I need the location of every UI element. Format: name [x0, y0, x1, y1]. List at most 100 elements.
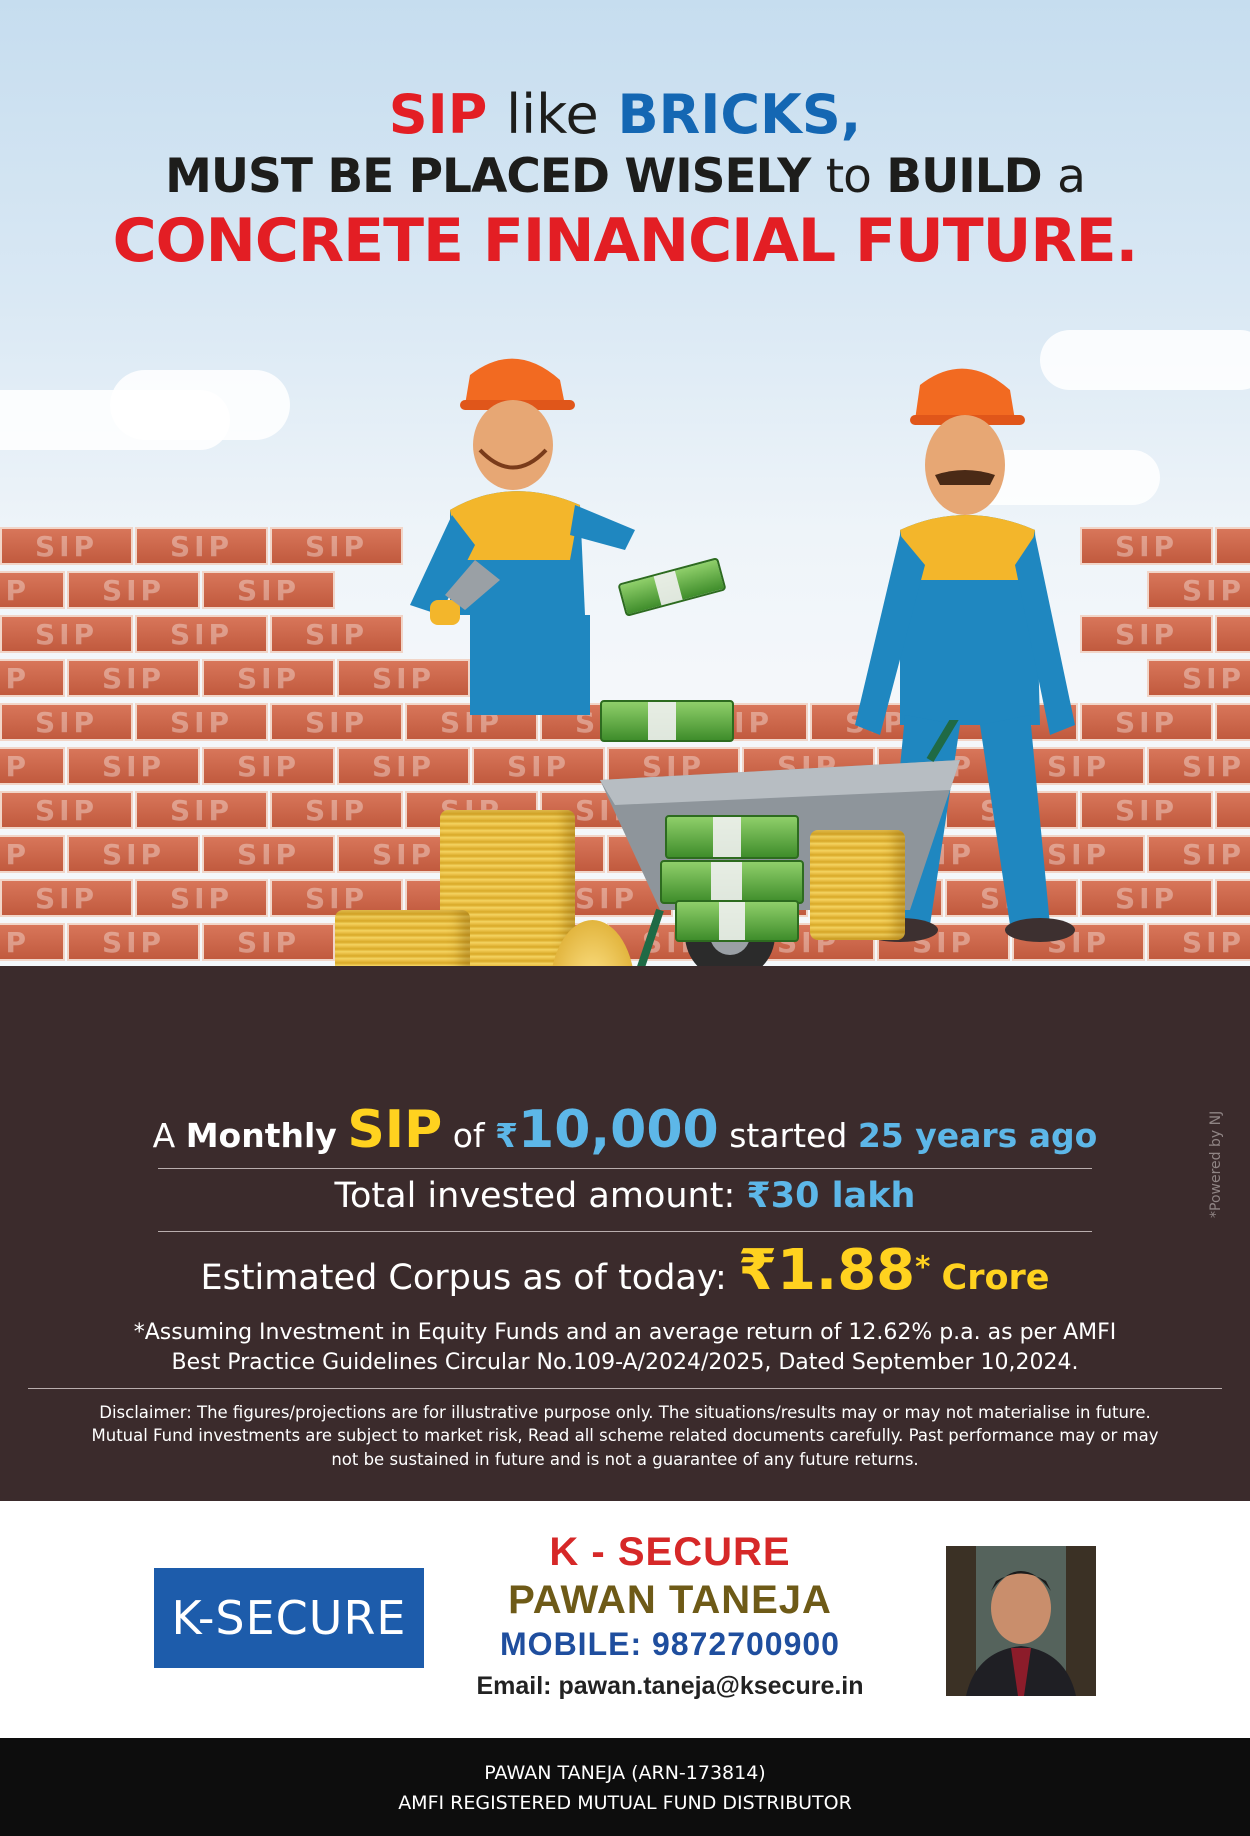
coin-stack	[335, 910, 470, 966]
footer-amfi: AMFI REGISTERED MUTUAL FUND DISTRIBUTOR	[398, 1792, 852, 1814]
stat-monthly: Monthly	[185, 1116, 337, 1155]
headline-like: like	[506, 83, 599, 146]
stat-amount: 10,000	[518, 1100, 719, 1160]
sip-brick: SIP	[0, 571, 65, 609]
email-address[interactable]: Email: pawan.taneja@ksecure.in	[476, 1672, 864, 1700]
sip-brick: SIP	[67, 571, 200, 609]
headline-bricks: BRICKS,	[617, 83, 862, 146]
sip-brick: SIP	[0, 659, 65, 697]
sip-brick: SIP	[135, 527, 268, 565]
sip-brick: SIP	[1215, 615, 1250, 653]
stat-rupee: ₹	[495, 1116, 519, 1155]
sip-brick: SIP	[67, 659, 200, 697]
sip-brick: SIP	[337, 659, 470, 697]
footnote: *Assuming Investment in Equity Funds and…	[0, 1318, 1250, 1377]
sip-brick: SIP	[202, 747, 335, 785]
worker-with-trowel	[410, 358, 635, 715]
sip-brick: SIP	[1215, 527, 1250, 565]
stat-total-value: ₹30 lakh	[746, 1176, 916, 1216]
stat-years: 25 years ago	[857, 1116, 1098, 1155]
k-secure-logo: K-SECURE	[154, 1568, 424, 1668]
cash-bundle	[600, 700, 734, 742]
cloud	[110, 370, 290, 440]
mobile-number[interactable]: MOBILE: 9872700900	[500, 1626, 840, 1662]
divider	[158, 1168, 1092, 1169]
stats-panel	[0, 966, 1250, 1501]
headline-sip: SIP	[388, 83, 488, 146]
sip-brick: SIP	[1147, 571, 1250, 609]
advisor-photo	[946, 1546, 1096, 1696]
stat-corpus-star: *	[915, 1249, 931, 1284]
headline-build: BUILD	[886, 148, 1042, 204]
stat-a: A	[152, 1116, 176, 1155]
sip-brick: SIP	[0, 879, 133, 917]
sip-brick: SIP	[202, 571, 335, 609]
disclaimer-line-1: Disclaimer: The figures/projections are …	[99, 1403, 1151, 1422]
sip-brick: SIP	[1080, 703, 1213, 741]
sip-brick: SIP	[1080, 615, 1213, 653]
footnote-line-1: *Assuming Investment in Equity Funds and…	[133, 1320, 1117, 1345]
sip-brick: SIP	[0, 747, 65, 785]
headline-must: MUST BE PLACED WISELY	[165, 148, 811, 204]
sip-brick: SIP	[67, 747, 200, 785]
disclaimer: Disclaimer: The figures/projections are …	[0, 1401, 1250, 1471]
sip-brick: SIP	[202, 659, 335, 697]
sip-brick: SIP	[0, 703, 133, 741]
sip-brick: SIP	[1215, 791, 1250, 829]
company-name: K - SECURE	[549, 1530, 791, 1574]
stat-sip: SIP	[347, 1100, 443, 1160]
headline-a: a	[1057, 148, 1086, 204]
sip-brick: SIP	[67, 923, 200, 961]
sip-brick: SIP	[337, 747, 470, 785]
stat-total-invested: Total invested amount: ₹30 lakh	[0, 1176, 1250, 1216]
sip-brick: SIP	[1080, 527, 1213, 565]
sip-brick: SIP	[270, 703, 403, 741]
divider	[158, 1231, 1092, 1232]
advisor-portrait	[946, 1546, 1096, 1696]
sip-brick: SIP	[0, 835, 65, 873]
sip-brick: SIP	[270, 615, 403, 653]
footer: PAWAN TANEJA (ARN-173814) AMFI REGISTERE…	[0, 1738, 1250, 1836]
sip-brick: SIP	[135, 615, 268, 653]
sip-brick: SIP	[135, 791, 268, 829]
headline: SIP like BRICKS, MUST BE PLACED WISELY t…	[0, 82, 1250, 278]
footer-arn: PAWAN TANEJA (ARN-173814)	[484, 1762, 766, 1784]
worker-with-wheelbarrow	[855, 368, 1075, 942]
stat-estimated-corpus: Estimated Corpus as of today: ₹1.88* Cro…	[0, 1238, 1250, 1303]
sip-brick: SIP	[0, 791, 133, 829]
sip-brick: SIP	[270, 527, 403, 565]
stat-total-label: Total invested amount:	[334, 1176, 736, 1216]
sip-brick: SIP	[0, 527, 133, 565]
headline-to: to	[825, 148, 872, 204]
headline-concrete: CONCRETE FINANCIAL FUTURE.	[112, 206, 1139, 277]
disclaimer-line-3: not be sustained in future and is not a …	[331, 1449, 919, 1469]
sip-brick: SIP	[0, 923, 65, 961]
sip-brick: SIP	[1215, 879, 1250, 917]
powered-by: *Powered by NJ	[1208, 1110, 1224, 1218]
stat-started: started	[729, 1116, 848, 1155]
sip-brick: SIP	[1147, 659, 1250, 697]
divider	[28, 1388, 1222, 1389]
cloud	[1040, 330, 1250, 390]
cash-bundle	[675, 900, 799, 942]
sip-brick: SIP	[202, 835, 335, 873]
cash-bundle	[665, 815, 799, 859]
sip-brick: SIP	[0, 615, 133, 653]
sip-brick: SIP	[1215, 703, 1250, 741]
coin-stack	[810, 830, 905, 940]
sip-brick: SIP	[202, 923, 335, 961]
stat-monthly-sip: A Monthly SIP of ₹10,000 started 25 year…	[0, 1100, 1250, 1160]
sip-brick: SIP	[1080, 791, 1213, 829]
sip-brick: SIP	[135, 703, 268, 741]
advisor-name: PAWAN TANEJA	[508, 1578, 832, 1622]
stat-corpus-label: Estimated Corpus as of today:	[200, 1258, 727, 1298]
sip-brick: SIP	[1147, 835, 1250, 873]
logo-text: K-SECURE	[171, 1591, 407, 1645]
sip-brick: SIP	[1080, 879, 1213, 917]
stat-corpus-value: 1.88	[776, 1238, 916, 1303]
hero-sky: SIP like BRICKS, MUST BE PLACED WISELY t…	[0, 0, 1250, 966]
sip-brick: SIP	[1147, 747, 1250, 785]
stat-of: of	[452, 1116, 485, 1155]
footnote-line-2: Best Practice Guidelines Circular No.109…	[171, 1349, 1079, 1375]
